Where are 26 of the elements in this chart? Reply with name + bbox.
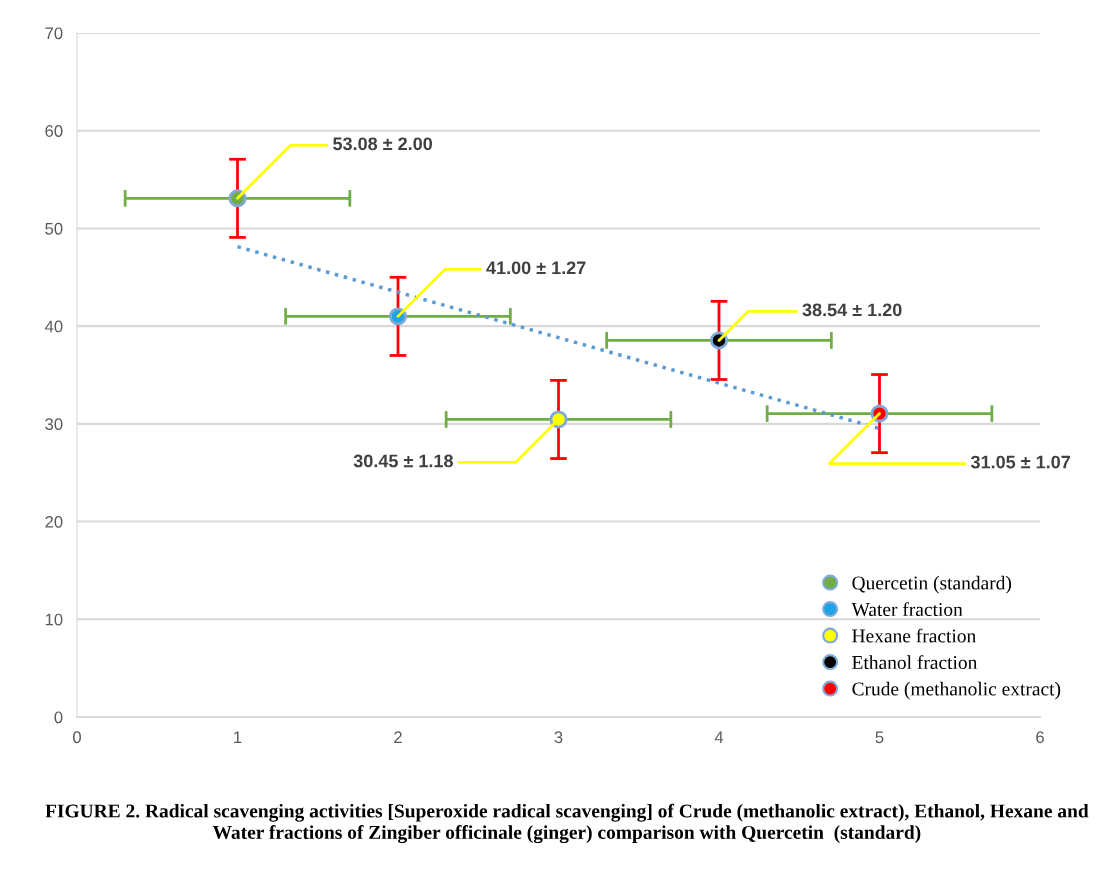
legend-label: Quercetin (standard): [852, 575, 1012, 594]
legend-label: Ethanol fraction: [852, 655, 978, 670]
y-tick-label: 70: [45, 27, 63, 40]
annotation: 53.08 ± 2.00: [333, 137, 433, 151]
x-tick-label: 6: [1036, 731, 1044, 744]
y-tick-label: 40: [44, 320, 63, 333]
legend-label: Crude (methanolic extract): [852, 681, 1061, 700]
y-tick-label: 30: [45, 418, 63, 431]
annotation: 38.54 ± 1.20: [802, 303, 902, 317]
x-tick-label: 5: [875, 731, 884, 744]
legend-label: Hexane fraction: [852, 628, 976, 643]
annotation: 31.05 ± 1.07: [970, 455, 1070, 469]
y-tick-label: 60: [45, 125, 63, 137]
x-tick-label: 4: [714, 731, 724, 743]
legend-label: Water fraction: [851, 602, 963, 617]
x-tick-label: 0: [73, 731, 81, 744]
x-tick-label: 1: [234, 731, 242, 743]
annotation: 41.00 ± 1.27: [486, 261, 586, 275]
y-tick-label: 10: [45, 613, 63, 626]
x-tick-label: 3: [554, 731, 563, 744]
caption: FIGURE 2. Radical scavenging activities [Superoxide radical scavenging] of Crude (methanolic extract), Ethanol, Hexane and Water fractions of Zingiber officinale (ginger) comparison with Quercetin (standard): [45, 803, 1089, 844]
x-tick-label: 2: [394, 731, 402, 743]
y-tick-label: 20: [45, 515, 63, 528]
y-tick-label: 50: [45, 222, 63, 235]
y-tick-label: 0: [54, 711, 63, 724]
annotation: 30.45 ± 1.18: [353, 454, 453, 468]
